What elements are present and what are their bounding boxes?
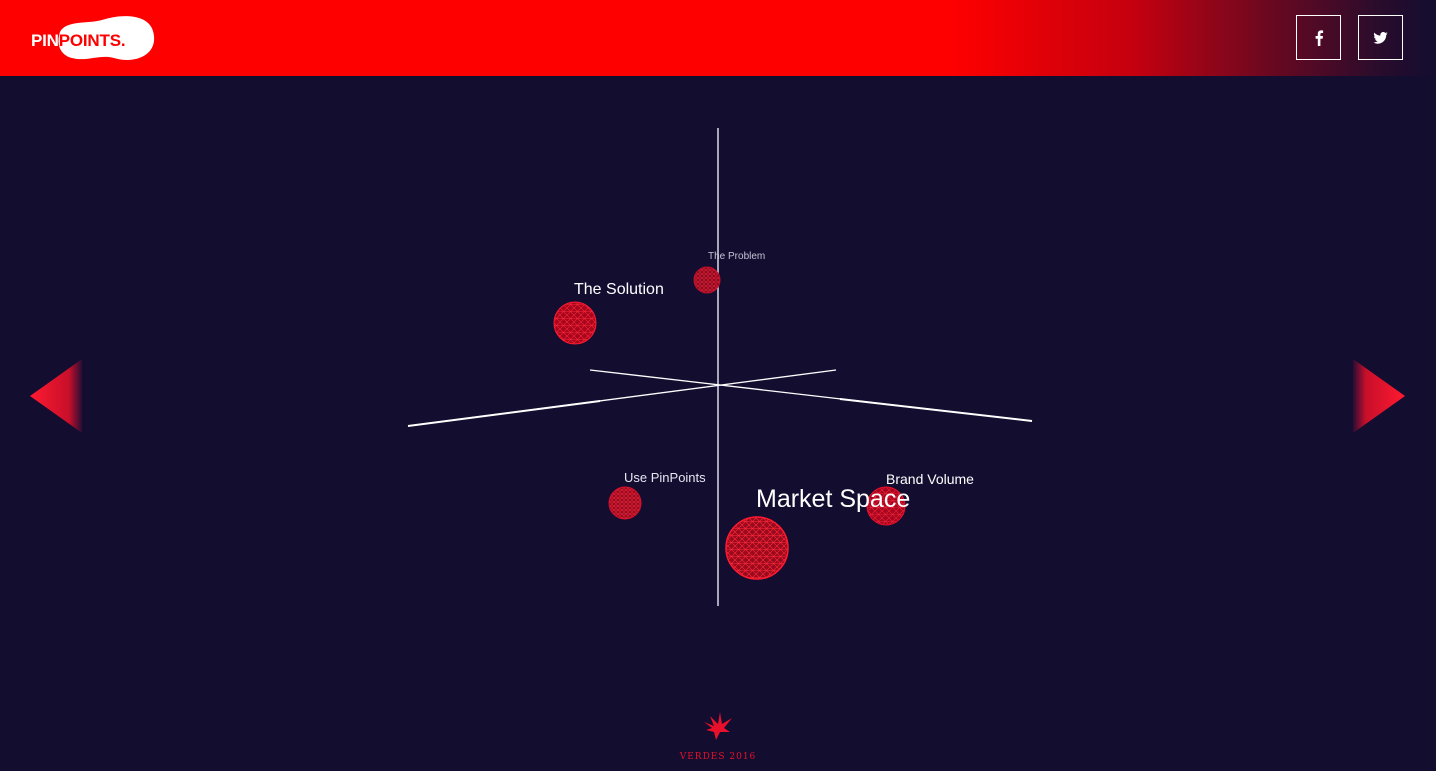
logo-blob-icon xyxy=(58,16,155,60)
sphere-the-problem[interactable] xyxy=(693,266,721,294)
footer-credit: VERDES 2016 xyxy=(679,752,757,762)
next-button[interactable] xyxy=(1353,359,1405,433)
arrow-right-icon xyxy=(1353,359,1405,433)
label-brand-volume[interactable]: Brand Volume xyxy=(886,471,974,487)
axis-right-thick xyxy=(839,398,1033,422)
sphere-use-pinpoints[interactable] xyxy=(608,486,642,520)
label-use-pinpoints[interactable]: Use PinPoints xyxy=(624,470,706,485)
logo-text-pin: PIN xyxy=(31,31,59,50)
bird-logo-icon[interactable] xyxy=(700,708,736,744)
facebook-icon xyxy=(1315,29,1323,46)
facebook-button[interactable] xyxy=(1296,15,1341,60)
label-market-space[interactable]: Market Space xyxy=(756,485,911,513)
label-the-solution[interactable]: The Solution xyxy=(574,281,664,298)
axis-left-thick xyxy=(407,400,601,427)
label-the-problem[interactable]: The Problem xyxy=(708,251,766,262)
pinpoints-logo[interactable]: PINPOINTS. xyxy=(30,14,156,62)
sphere-the-solution[interactable] xyxy=(553,301,597,345)
previous-button[interactable] xyxy=(30,359,82,433)
twitter-icon xyxy=(1373,31,1388,44)
sphere-brand-volume[interactable] xyxy=(866,486,906,526)
arrow-left-icon xyxy=(30,359,82,433)
sphere-market-space[interactable] xyxy=(725,516,789,580)
logo-text-points: POINTS. xyxy=(58,31,126,50)
header-bar: PINPOINTS. xyxy=(0,0,1436,76)
twitter-button[interactable] xyxy=(1358,15,1403,60)
